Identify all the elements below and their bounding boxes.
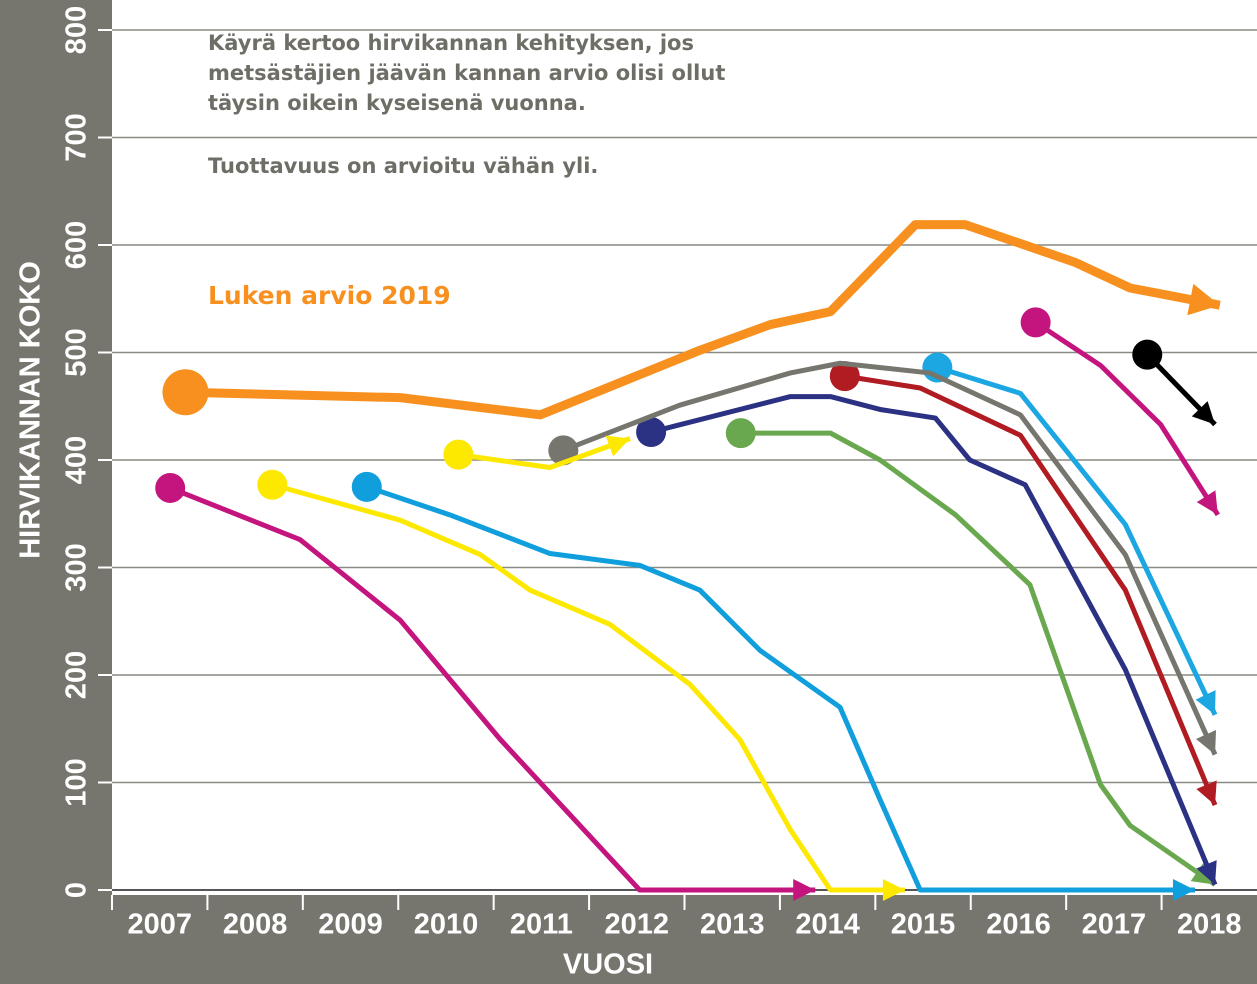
x-tick-label: 2017 <box>1082 909 1147 941</box>
start-marker <box>636 417 667 448</box>
x-tick-label: 2008 <box>223 909 288 941</box>
y-tick-label: 400 <box>61 436 93 484</box>
series-label: Luken arvio 2019 <box>208 281 451 310</box>
start-marker <box>725 418 756 449</box>
y-tick-label: 100 <box>61 758 93 806</box>
y-tick-label: 700 <box>61 113 93 161</box>
arrowhead <box>1196 860 1217 885</box>
y-tick-label: 0 <box>61 882 93 898</box>
start-marker <box>443 439 474 470</box>
series-line <box>844 373 1218 807</box>
series-line <box>458 436 631 471</box>
y-tick-label: 600 <box>61 221 93 269</box>
series-line <box>740 430 1217 887</box>
x-tick-label: 2007 <box>127 909 192 941</box>
series-line <box>936 365 1218 716</box>
arrowhead <box>1187 283 1220 316</box>
x-tick-label: 2012 <box>605 909 670 941</box>
series-line <box>562 360 1218 756</box>
arrowhead <box>1195 729 1217 755</box>
x-tick-label: 2011 <box>510 909 573 941</box>
start-marker <box>155 472 186 503</box>
series-line <box>1034 320 1220 517</box>
arrowhead <box>1195 690 1216 715</box>
x-tick-label: 2013 <box>700 909 765 941</box>
x-tick-label: 2009 <box>318 909 383 941</box>
series-line <box>650 394 1218 886</box>
arrowhead <box>882 879 905 901</box>
annotation: Tuottavuus on arvioitu vähän yli. <box>208 154 598 178</box>
plot-area <box>112 0 1257 895</box>
y-tick-label: 200 <box>61 651 93 699</box>
x-axis-label: VUOSI <box>563 949 653 981</box>
start-marker <box>829 361 860 392</box>
annotation: täysin oikein kyseisenä vuonna. <box>208 91 586 115</box>
x-tick-label: 2015 <box>891 909 956 941</box>
annotation: Käyrä kertoo hirvikannan kehityksen, jos <box>208 31 694 55</box>
start-marker <box>1020 307 1051 338</box>
arrowhead <box>1196 780 1217 806</box>
arrowhead <box>1191 401 1216 425</box>
x-tick-label: 2016 <box>986 909 1051 941</box>
start-marker <box>162 369 209 416</box>
x-tick-label: 2018 <box>1177 909 1242 941</box>
x-tick-label: 2014 <box>795 909 860 941</box>
y-axis-label: HIRVIKANNAN KOKO <box>15 261 47 559</box>
series-line <box>365 484 1195 893</box>
arrowhead <box>1172 879 1195 901</box>
arrowhead <box>605 435 631 457</box>
y-tick-label: 800 <box>61 6 93 54</box>
y-tick-label: 300 <box>61 543 93 591</box>
series-line <box>271 482 905 893</box>
annotation: metsästäjien jäävän kannan arvio olisi o… <box>208 61 725 85</box>
start-marker <box>257 469 288 500</box>
series-line <box>169 485 816 893</box>
x-tick-label: 2010 <box>414 909 479 941</box>
arrowhead <box>793 879 816 901</box>
start-marker <box>351 471 382 502</box>
start-marker <box>1132 339 1163 370</box>
arrowhead <box>1196 490 1218 515</box>
series-line <box>185 220 1221 420</box>
y-tick-label: 500 <box>61 328 93 376</box>
